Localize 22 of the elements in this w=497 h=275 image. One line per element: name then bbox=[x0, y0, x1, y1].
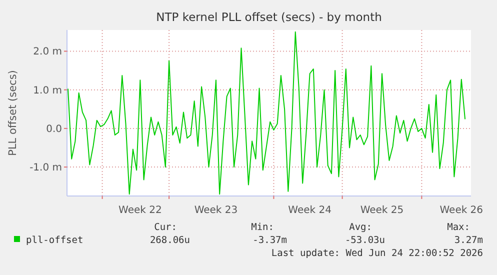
chart-title: NTP kernel PLL offset (secs) - by month bbox=[156, 10, 382, 24]
text: Cur: bbox=[154, 222, 177, 233]
x-tick-label: Week 22 bbox=[118, 205, 162, 216]
text: -53.03u bbox=[344, 235, 385, 246]
legend-label: pll-offset bbox=[26, 235, 84, 246]
text: 3.27m bbox=[454, 235, 484, 246]
text: Last update: Wed Jun 24 22:00:52 2026 bbox=[271, 248, 484, 259]
x-tick-label: Week 24 bbox=[288, 205, 332, 216]
text: Max: bbox=[447, 222, 470, 233]
y-tick-label: 0.0 bbox=[46, 124, 62, 135]
text: Avg: bbox=[349, 222, 372, 233]
y-tick-label: 1.0 m bbox=[33, 85, 62, 96]
y-tick-label: -1.0 m bbox=[30, 162, 62, 174]
y-tick-label: 2.0 m bbox=[33, 46, 62, 58]
x-tick-label: Week 26 bbox=[440, 205, 484, 216]
x-tick-label: Week 25 bbox=[360, 205, 404, 216]
y-axis-title: PLL offset (secs) bbox=[7, 70, 19, 156]
line-series bbox=[68, 31, 466, 195]
text: 268.06u bbox=[150, 235, 190, 246]
text: -3.37m bbox=[252, 235, 288, 246]
x-tick-label: Week 23 bbox=[194, 205, 238, 216]
text: Min: bbox=[251, 222, 274, 233]
